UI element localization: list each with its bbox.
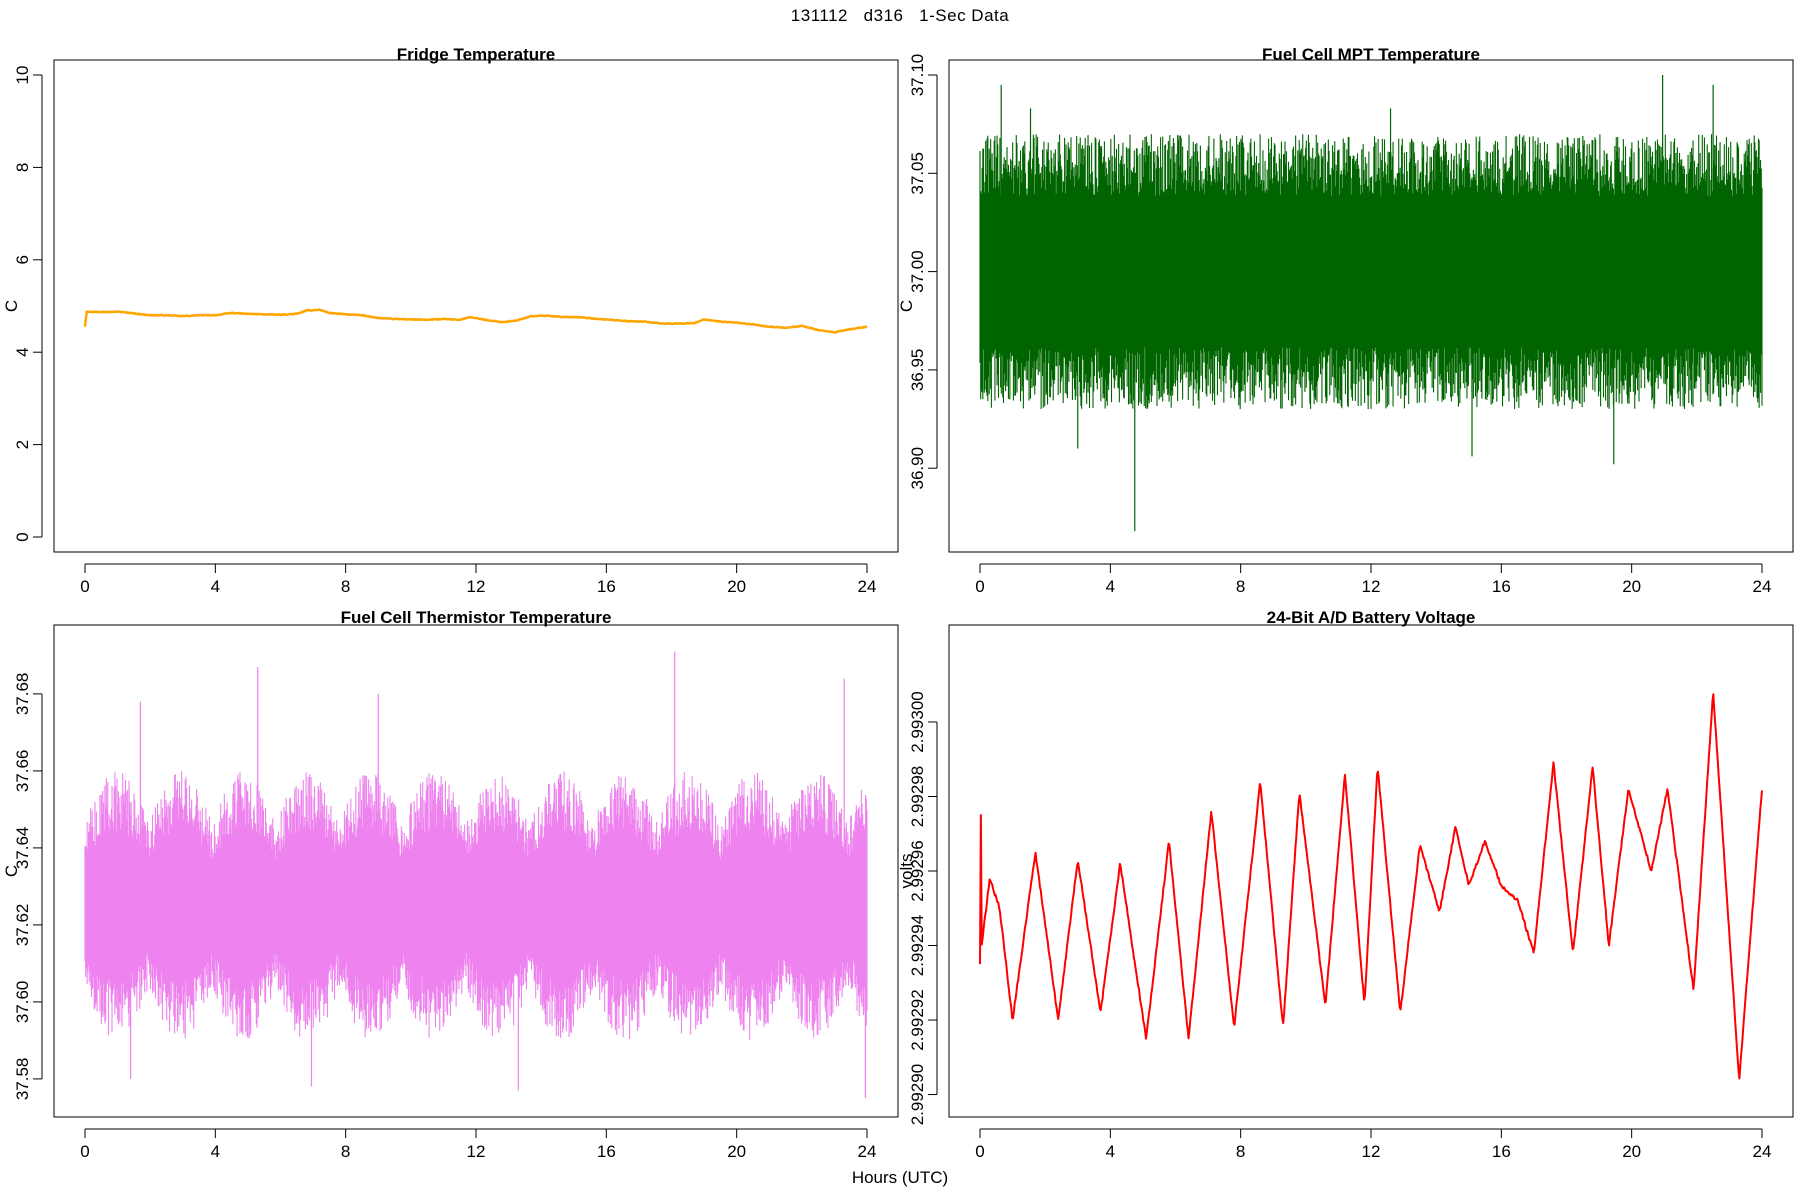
- x-tick-label: 24: [1753, 1142, 1772, 1161]
- y-axis-label: volts: [897, 854, 916, 889]
- x-tick-label: 12: [467, 1142, 486, 1161]
- x-tick-label: 20: [727, 577, 746, 596]
- y-tick-label: 2.99294: [908, 915, 927, 976]
- x-tick-label: 24: [858, 577, 877, 596]
- y-tick-label: 37.00: [908, 250, 927, 293]
- panel-title: Fuel Cell MPT Temperature: [1262, 45, 1480, 64]
- y-tick-label: 2.99292: [908, 989, 927, 1050]
- y-tick-label: 36.90: [908, 447, 927, 490]
- series-marks: [979, 75, 1763, 532]
- x-tick-label: 24: [858, 1142, 877, 1161]
- x-tick-label: 24: [1753, 577, 1772, 596]
- x-tick-label: 12: [1362, 1142, 1381, 1161]
- x-tick-label: 0: [975, 577, 984, 596]
- x-tick-label: 8: [1236, 1142, 1245, 1161]
- y-tick-label: 37.62: [13, 904, 32, 947]
- x-tick-label: 0: [80, 577, 89, 596]
- y-tick-label: 37.05: [908, 152, 927, 195]
- y-tick-label: 10: [13, 66, 32, 85]
- y-tick-label: 36.95: [908, 349, 927, 392]
- plot-frame: [948, 624, 1794, 1118]
- y-tick-label: 6: [13, 255, 32, 264]
- series-line: [83, 308, 868, 334]
- panel-fuel-cell-mpt-temperature: Fuel Cell MPT Temperature C 0 4 8 12 16 20 24 …: [897, 45, 1794, 596]
- x-tick-label: 8: [1236, 577, 1245, 596]
- y-tick-label: 8: [13, 163, 32, 172]
- series-line: [979, 693, 1763, 1080]
- x-tick-label: 20: [1622, 1142, 1641, 1161]
- x-tick-label: 20: [727, 1142, 746, 1161]
- x-tick-label: 16: [1492, 577, 1511, 596]
- x-tick-label: 16: [1492, 1142, 1511, 1161]
- series-core: [85, 831, 867, 980]
- x-tick-label: 20: [1622, 577, 1641, 596]
- y-tick-label: 37.10: [908, 54, 927, 97]
- x-tick-label: 12: [1362, 577, 1381, 596]
- x-tick-label: 8: [341, 1142, 350, 1161]
- plot-frame: [53, 624, 899, 1118]
- panel-title: Fuel Cell Thermistor Temperature: [341, 608, 612, 627]
- x-tick-label: 4: [1106, 1142, 1115, 1161]
- y-axis-label: C: [897, 300, 916, 312]
- x-tick-label: 16: [597, 577, 616, 596]
- y-axis: 0 2 4 6 8 10: [13, 66, 43, 542]
- x-tick-label: 0: [975, 1142, 984, 1161]
- series-marks: [979, 693, 1763, 1080]
- y-tick-label: 37.64: [13, 827, 32, 870]
- y-tick-label: 2.99298: [908, 766, 927, 827]
- plot-frame: [53, 59, 899, 553]
- y-tick-label: 4: [13, 347, 32, 356]
- y-axis-label: C: [2, 865, 21, 877]
- panel-title: Fridge Temperature: [397, 45, 555, 64]
- x-tick-label: 4: [1106, 577, 1115, 596]
- plot-frame: [948, 59, 1794, 553]
- panel-battery-voltage: 24-Bit A/D Battery Voltage volts 0 4 8 12 16…: [897, 608, 1794, 1161]
- x-tick-label: 4: [211, 1142, 220, 1161]
- x-axis: 0 4 8 12 16 20 24: [975, 563, 1772, 596]
- y-tick-label: 2.99300: [908, 691, 927, 752]
- y-tick-label: 2.99296: [908, 840, 927, 901]
- y-tick-label: 37.60: [13, 981, 32, 1024]
- y-tick-label: 2: [13, 440, 32, 449]
- y-axis: 37.58 37.60 37.62 37.64 37.66 37.68: [13, 673, 43, 1101]
- y-tick-label: 2.99290: [908, 1064, 927, 1125]
- x-tick-label: 8: [341, 577, 350, 596]
- y-axis: 2.99290 2.99292 2.99294 2.99296 2.99298 2.993…: [908, 691, 938, 1125]
- x-tick-label: 16: [597, 1142, 616, 1161]
- series-marks: [83, 308, 868, 334]
- x-tick-label: 4: [211, 577, 220, 596]
- x-tick-label: 12: [467, 577, 486, 596]
- y-tick-label: 0: [13, 532, 32, 541]
- y-tick-label: 37.58: [13, 1058, 32, 1101]
- shared-x-axis-label: Hours (UTC): [851, 1168, 949, 1187]
- x-axis: 0 4 8 12 16 20 24: [80, 563, 877, 596]
- y-tick-label: 37.68: [13, 673, 32, 716]
- panel-title: 24-Bit A/D Battery Voltage: [1267, 608, 1476, 627]
- y-tick-label: 37.66: [13, 750, 32, 793]
- x-axis: 0 4 8 12 16 20 24: [975, 1128, 1772, 1161]
- x-axis: 0 4 8 12 16 20 24: [80, 1128, 877, 1161]
- series-core: [980, 195, 1762, 348]
- page-title: 131112 d316 1-Sec Data: [790, 6, 1010, 25]
- x-tick-label: 0: [80, 1142, 89, 1161]
- y-axis: 36.90 36.95 37.00 37.05 37.10: [908, 54, 938, 490]
- y-axis-label: C: [2, 300, 21, 312]
- panel-fuel-cell-thermistor-temperature: Fuel Cell Thermistor Temperature C 0 4 8 12…: [2, 608, 899, 1161]
- series-marks: [84, 651, 868, 1099]
